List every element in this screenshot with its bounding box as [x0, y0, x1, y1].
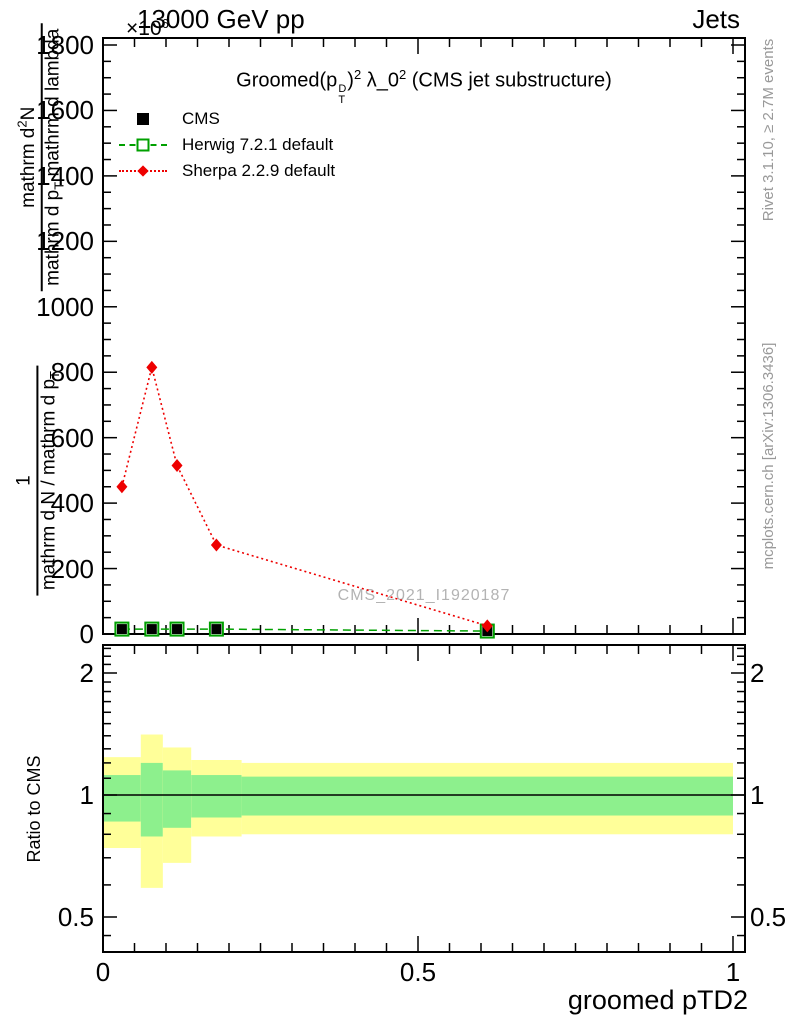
scale-exponent: 6 — [161, 16, 169, 31]
ratio-y-tick-label-left: 2 — [79, 658, 94, 688]
legend-item-sherpa: Sherpa 2.2.9 default — [114, 158, 335, 184]
sherpa-marker-icon — [114, 165, 172, 177]
header-analysis-group: Jets — [692, 4, 740, 34]
cms-marker — [172, 624, 183, 635]
title-part: (CMS jet substructure) — [406, 69, 612, 92]
main-y-tick-label: 800 — [50, 357, 94, 388]
ratio-panel-frame — [102, 644, 746, 953]
x-tick-label: 0.5 — [399, 957, 437, 987]
sherpa-marker — [210, 538, 222, 552]
y-axis-scale-factor: ×106 — [126, 13, 169, 39]
cms-marker-icon — [114, 113, 172, 125]
legend-label-sherpa: Sherpa 2.2.9 default — [182, 161, 336, 180]
x-axis-label: groomed pTD2 — [567, 985, 748, 1015]
sherpa-marker — [146, 360, 158, 374]
main-y-tick-label: 200 — [50, 553, 94, 584]
main-y-tick-label: 1000 — [36, 291, 94, 322]
ratio-y-tick-label-right: 2 — [750, 658, 765, 688]
main-y-tick-label: 400 — [50, 488, 94, 519]
sherpa-marker — [116, 480, 128, 494]
legend-item-cms: CMS — [114, 106, 335, 132]
title-part: Groomed(p — [236, 69, 338, 92]
legend-item-herwig: Herwig 7.2.1 default — [114, 132, 335, 158]
sherpa-marker — [481, 619, 493, 633]
main-panel-frame — [102, 37, 746, 635]
main-y-tick-label: 1600 — [36, 95, 94, 126]
cms-marker — [146, 624, 157, 635]
sherpa-marker — [171, 458, 183, 472]
ratio-green-band — [103, 775, 141, 822]
main-y-tick-label: 600 — [50, 422, 94, 453]
ratio-green-band — [140, 762, 163, 837]
ratio-y-tick-label-right: 0.5 — [750, 902, 786, 932]
legend-label-cms: CMS — [182, 109, 220, 128]
legend: CMS Herwig 7.2.1 default Sherpa 2.2.9 de… — [114, 106, 335, 184]
title-part: ) — [347, 69, 354, 92]
legend-label-herwig: Herwig 7.2.1 default — [182, 135, 334, 154]
x-tick-label: 1 — [725, 957, 741, 987]
title-sub-T: T — [338, 93, 346, 106]
cms-marker — [211, 624, 222, 635]
main-y-tick-label: 1400 — [36, 160, 94, 191]
main-y-tick-label: 1200 — [36, 226, 94, 257]
x-tick-label: 0 — [95, 957, 111, 987]
title-sup-2: 2 — [353, 67, 362, 82]
title-sup-2: 2 — [398, 67, 407, 82]
title-sup-D: D — [338, 82, 347, 95]
header-collision-energy: 13000 GeV pp — [137, 4, 305, 34]
ratio-green-band — [191, 775, 242, 818]
main-y-tick-label: 0 — [79, 619, 94, 649]
herwig-marker-icon — [114, 138, 172, 152]
ratio-y-tick-label-left: 0.5 — [57, 902, 94, 932]
ratio-green-band — [241, 776, 733, 816]
ratio-y-tick-label-left: 1 — [79, 780, 94, 810]
scale-base: ×10 — [126, 17, 162, 40]
plot-title: Groomed(p D T)2 λ_02 (CMS jet substructure… — [103, 64, 745, 106]
sherpa-line — [121, 367, 488, 627]
watermark-analysis-id: CMS_2021_I1920187 — [337, 587, 511, 604]
main-y-tick-label: 1800 — [36, 30, 94, 60]
title-part: λ_0 — [361, 69, 399, 92]
ratio-y-tick-label-right: 1 — [750, 780, 765, 810]
ratio-green-band — [162, 770, 192, 828]
cms-marker — [116, 624, 127, 635]
